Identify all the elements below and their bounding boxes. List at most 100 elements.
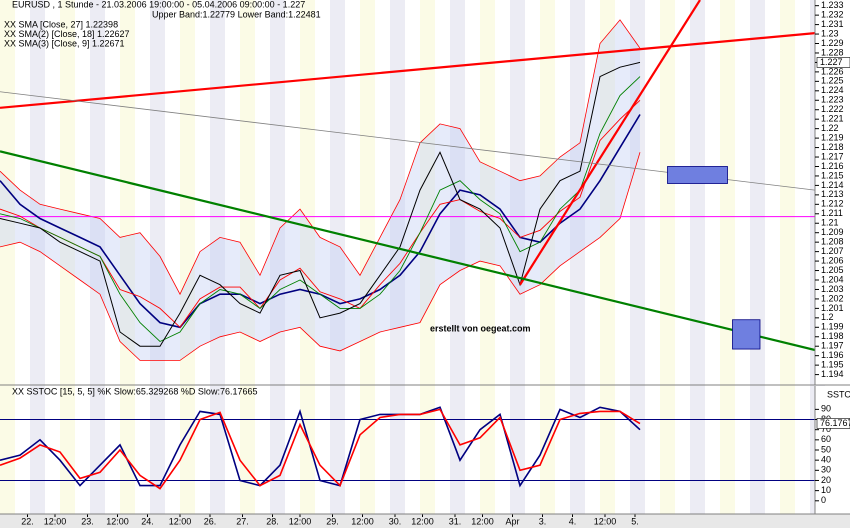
stripe	[750, 0, 765, 514]
y-tick-label: 1.216	[821, 161, 844, 171]
y-tick-label: 1.219	[821, 132, 844, 142]
x-tick-label: 26.	[204, 516, 217, 526]
x-tick-label: 12:00	[106, 516, 129, 526]
y-tick-label: 1.217	[821, 151, 844, 161]
y-tick-label: 1.206	[821, 255, 844, 265]
y-tick-label: 1.225	[821, 76, 844, 86]
series-line	[0, 76, 641, 343]
y-tick-label: 1.218	[821, 142, 844, 152]
x-tick-label: 22.	[21, 516, 34, 526]
y-tick-label: 1.211	[821, 208, 843, 218]
y-tick-label: 1.208	[821, 237, 844, 247]
x-tick-label: 12:00	[44, 516, 67, 526]
x-axis-background	[0, 514, 850, 528]
y-tick-label: 1.205	[821, 265, 844, 275]
price-line	[0, 61, 641, 347]
trend-line	[519, 0, 701, 286]
stripe	[780, 0, 795, 514]
y-tick-label: 1.196	[821, 350, 844, 360]
y-tick-label: 1.21	[821, 218, 839, 228]
x-tick-label: 5.	[631, 516, 639, 526]
axis-background	[815, 386, 850, 514]
x-tick-label: 29.	[326, 516, 339, 526]
y-tick-label: 1.226	[821, 66, 844, 76]
x-tick-label: 27.	[236, 516, 249, 526]
x-tick-label: 12:00	[169, 516, 192, 526]
last-value-label: 76.1767	[820, 418, 850, 428]
annotation: erstellt von oegeat.com	[430, 323, 531, 333]
stripe	[165, 0, 180, 514]
y-tick-label: 10	[821, 485, 831, 495]
stripe	[30, 0, 45, 514]
stripe	[735, 0, 750, 514]
y-tick-label: 1.214	[821, 180, 844, 190]
trend-line	[0, 32, 815, 109]
y-tick-label: 1.2	[821, 312, 834, 322]
y-tick-label: 1.222	[821, 104, 844, 114]
marker-box	[667, 166, 728, 184]
y-tick-label: 1.231	[821, 19, 844, 29]
y-tick-label: 1.207	[821, 246, 844, 256]
last-value-box	[816, 418, 850, 429]
stripe	[795, 0, 810, 514]
y-tick-label: 1.229	[821, 38, 844, 48]
stripe	[180, 0, 195, 514]
band-fill	[0, 19, 640, 361]
y-tick-label: 1.23	[821, 28, 839, 38]
legend-entry: XX SMA(2) [Close, 18] 1.22627	[4, 29, 130, 39]
x-tick-label: 12:00	[351, 516, 374, 526]
x-tick-label: 12:00	[411, 516, 434, 526]
chart-title: EURUSD , 1 Stunde - 21.03.2006 19:00:00 …	[12, 0, 305, 9]
y-tick-label: 1.204	[821, 274, 844, 284]
marker-box	[732, 319, 761, 350]
stripe	[15, 0, 30, 514]
chart-title: XX SSTOC [15, 5, 5] %K Slow:65.329268 %D…	[12, 386, 257, 396]
y-tick-label: 1.201	[821, 303, 844, 313]
y-tick-label: 1.198	[821, 331, 844, 341]
stripe	[660, 0, 675, 514]
y-tick-label: 1.224	[821, 85, 844, 95]
legend-entry: XX SMA [Close, 27] 1.22398	[4, 19, 118, 29]
legend-entry: XX SMA(3) [Close, 9] 1.22671	[4, 38, 125, 48]
y-tick-label: 1.233	[821, 0, 844, 10]
x-tick-label: 12:00	[471, 516, 494, 526]
y-tick-label: 50	[821, 444, 831, 454]
y-tick-label: 1.203	[821, 284, 844, 294]
x-tick-label: 28.	[266, 516, 279, 526]
series-line	[0, 408, 641, 490]
x-tick-label: Apr	[505, 516, 519, 526]
y-tick-label: 1.215	[821, 170, 844, 180]
stripe	[720, 0, 735, 514]
y-tick-label: 1.199	[821, 322, 844, 332]
x-tick-label: 4.	[569, 516, 577, 526]
y-tick-label: 1.194	[821, 369, 844, 379]
axis-label: SSTO	[827, 389, 850, 399]
x-tick-label: 30.	[389, 516, 402, 526]
y-tick-label: 1.213	[821, 189, 844, 199]
band-label: Upper Band:1.22779 Lower Band:1.22481	[152, 9, 321, 19]
upper-band	[0, 19, 641, 296]
x-tick-label: 31.	[449, 516, 462, 526]
y-tick-label: 1.209	[821, 227, 844, 237]
plot-area	[0, 0, 815, 361]
y-tick-label: 1.228	[821, 47, 844, 57]
y-tick-label: 90	[821, 404, 831, 414]
y-tick-label: 30	[821, 465, 831, 475]
y-tick-label: 1.195	[821, 360, 844, 370]
y-tick-label: 1.232	[821, 10, 844, 20]
y-tick-label: 1.22	[821, 123, 839, 133]
y-tick-label: 60	[821, 434, 831, 444]
y-tick-label: 1.202	[821, 293, 844, 303]
y-tick-label: 1.197	[821, 341, 844, 351]
stripe	[0, 0, 15, 514]
x-tick-label: 12:00	[594, 516, 617, 526]
x-tick-label: 12:00	[289, 516, 312, 526]
series-line	[0, 406, 641, 488]
y-tick-label: 1.223	[821, 95, 844, 105]
y-tick-label: 0	[821, 495, 826, 505]
x-tick-label: 23.	[81, 516, 94, 526]
y-tick-label: 20	[821, 475, 831, 485]
stripe	[705, 0, 720, 514]
y-tick-label: 70	[821, 424, 831, 434]
last-value-box	[816, 57, 850, 68]
